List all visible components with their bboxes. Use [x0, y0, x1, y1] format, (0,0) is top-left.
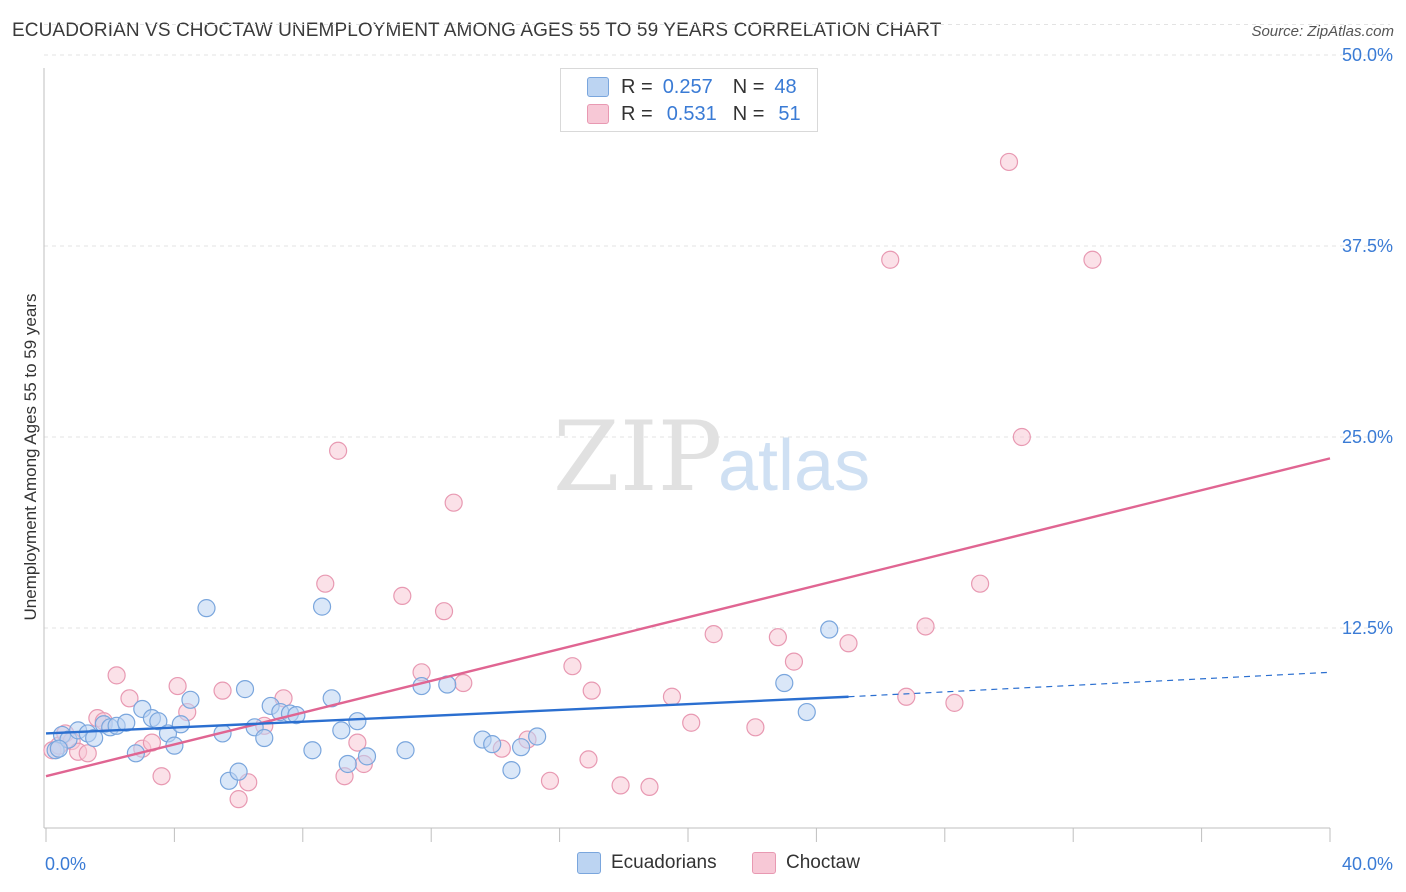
chart-title: ECUADORIAN VS CHOCTAW UNEMPLOYMENT AMONG… [12, 20, 942, 41]
ecuadorian-point [49, 739, 68, 758]
legend-n-value: 48 [774, 75, 797, 98]
choctaw-point [434, 602, 454, 621]
ecuadorian-point [235, 680, 255, 699]
ecuadorian-point [483, 735, 502, 754]
legend-n-label: N = [732, 102, 765, 125]
ecuadorian-trendline-extension [848, 671, 1331, 698]
choctaw-point [229, 790, 248, 809]
choctaw-point [168, 676, 187, 696]
y-axis-label: Unemployment Among Ages 55 to 59 years [21, 294, 40, 621]
ecuadorian-point [149, 712, 168, 731]
watermark-zip: ZIP [553, 401, 722, 513]
ecuadorian-point [396, 741, 415, 760]
watermark-atlas: atlas [718, 426, 870, 506]
choctaw-point [444, 493, 463, 512]
ecuadorian-point [332, 721, 351, 740]
ecuadorian-trendline [45, 695, 849, 735]
choctaw-point [682, 713, 701, 732]
y-tick-label: 37.5% [1342, 236, 1393, 256]
ecuadorian-point [312, 597, 332, 616]
choctaw-point [784, 652, 804, 671]
series-swatch-choctaw [752, 852, 776, 874]
ecuadorian-point [85, 728, 104, 748]
series-legend-ecuadorians: Ecuadorians [577, 852, 717, 874]
series-name-choctaw: Choctaw [786, 852, 860, 873]
series-legend: Ecuadorians Choctaw [0, 852, 1406, 876]
series-name-ecuadorians: Ecuadorians [611, 852, 717, 873]
y-tick-label: 50.0% [1342, 45, 1393, 65]
legend-swatch-choctaw [587, 104, 609, 124]
legend-r-label: R = [621, 102, 653, 125]
correlation-legend: R = 0.257 N = 48 R = 0.531 N = 51 [560, 68, 818, 132]
ecuadorian-point [255, 728, 274, 748]
legend-r-label: R = [621, 75, 653, 98]
choctaw-point [579, 750, 598, 769]
choctaw-point [582, 681, 601, 700]
legend-n-value: 51 [778, 102, 801, 125]
ecuadorian-point [820, 620, 839, 639]
ecuadorian-point [181, 690, 200, 709]
legend-swatch-ecuadorians [587, 77, 609, 97]
choctaw-point [1012, 427, 1031, 447]
choctaw-point [704, 625, 723, 644]
x-tick-label: 0.0% [45, 854, 86, 874]
x-tick-label: 40.0% [1342, 854, 1393, 874]
ecuadorian-point [171, 715, 190, 734]
choctaw-point [897, 687, 916, 706]
choctaw-point [393, 586, 412, 606]
choctaw-point [881, 250, 900, 269]
choctaw-point [916, 617, 935, 636]
source-label: Source: ZipAtlas.com [1251, 23, 1394, 40]
legend-n-label: N = [732, 75, 765, 98]
choctaw-point [1083, 250, 1102, 269]
ecuadorian-point [117, 713, 136, 732]
choctaw-point [107, 666, 126, 685]
choctaw-point [971, 574, 990, 593]
ecuadorian-point [348, 712, 367, 731]
choctaw-point [563, 657, 582, 676]
choctaw-point [999, 152, 1019, 172]
choctaw-point [611, 776, 630, 795]
choctaw-point [662, 687, 682, 706]
choctaw-point [329, 441, 348, 460]
ecuadorian-point [322, 689, 341, 708]
y-tick-label: 25.0% [1342, 427, 1393, 447]
choctaw-point [839, 634, 858, 653]
choctaw-point [152, 767, 171, 786]
legend-r-value: 0.257 [662, 75, 713, 98]
ecuadorian-point [797, 702, 816, 722]
choctaw-point [348, 733, 367, 752]
choctaw-point [945, 693, 964, 712]
ecuadorian-point [338, 754, 357, 774]
choctaw-point [746, 718, 765, 737]
choctaw-point [768, 628, 787, 647]
ecuadorian-point [775, 673, 794, 693]
legend-r-value: 0.531 [666, 102, 717, 125]
choctaw-point [454, 673, 473, 693]
choctaw-point [640, 777, 659, 797]
series-swatch-ecuadorians [577, 852, 601, 874]
legend-row-choctaw: R = 0.531 N = 51 [587, 102, 801, 126]
legend-row-ecuadorians: R = 0.257 N = 48 [587, 75, 797, 99]
ecuadorian-point [502, 761, 521, 780]
choctaw-point [78, 744, 97, 763]
ecuadorian-point [511, 738, 531, 757]
choctaw-point [120, 689, 139, 708]
ecuadorian-point [528, 727, 547, 746]
choctaw-point [316, 574, 335, 593]
series-legend-choctaw: Choctaw [752, 852, 860, 874]
ecuadorian-point [229, 762, 248, 781]
ecuadorian-point [357, 747, 377, 766]
ecuadorian-point [412, 676, 431, 696]
choctaw-point [540, 771, 560, 790]
choctaw-point [213, 681, 232, 700]
ecuadorian-point [197, 599, 216, 618]
ecuadorian-point [303, 741, 322, 760]
y-tick-label: 12.5% [1342, 618, 1393, 638]
